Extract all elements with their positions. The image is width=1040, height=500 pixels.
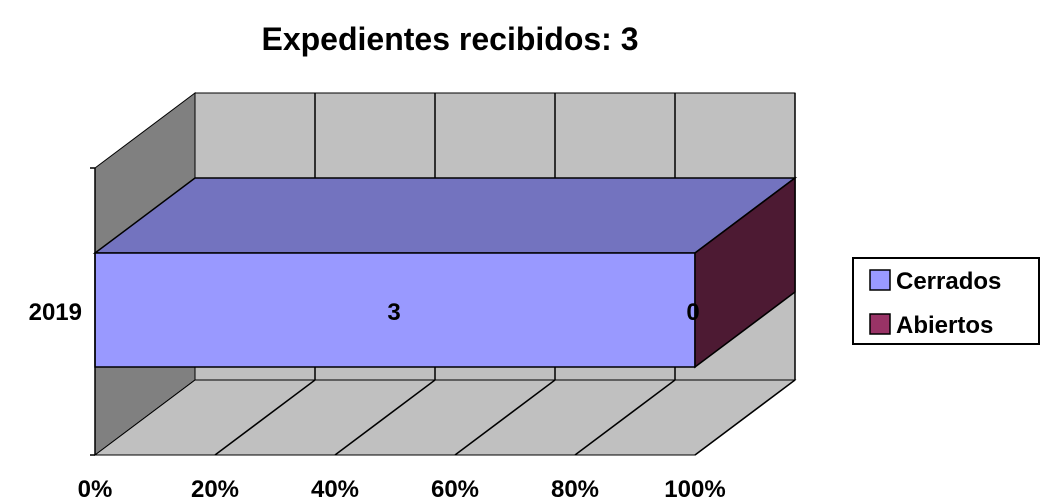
gridline-floor-1 (214, 379, 316, 456)
chart-title: Expedientes recibidos: 3 (261, 21, 638, 57)
legend-label-abiertos: Abiertos (896, 312, 993, 339)
gridline-floor-5 (694, 379, 796, 456)
legend-label-cerrados: Cerrados (896, 268, 1001, 295)
x-tick-label-2: 40% (311, 476, 359, 500)
x-tick-label-0: 0% (78, 476, 113, 500)
legend: Cerrados Abiertos (852, 257, 1040, 345)
gridline-floor-4 (574, 379, 676, 456)
x-axis-ticks: 0% 20% 40% 60% 80% 100% (78, 167, 726, 500)
bar-cerrados (94, 252, 696, 368)
data-label-cerrados: 3 (387, 299, 400, 326)
gridline-floor-3 (454, 379, 556, 456)
bar-group (92, 176, 798, 369)
x-tick-label-4: 80% (551, 476, 599, 500)
bar-end-face (694, 176, 796, 369)
category-label-2019: 2019 (29, 299, 82, 326)
x-tick-label-3: 60% (431, 476, 479, 500)
legend-swatch-abiertos (869, 313, 891, 335)
x-tick-label-1: 20% (191, 476, 239, 500)
floor (93, 379, 797, 456)
gridline-floor-2 (334, 379, 436, 456)
bar-top-cerrados (92, 177, 798, 254)
data-label-abiertos: 0 (686, 299, 699, 326)
legend-swatch-cerrados (869, 269, 891, 291)
x-tick-label-5: 100% (664, 476, 725, 500)
